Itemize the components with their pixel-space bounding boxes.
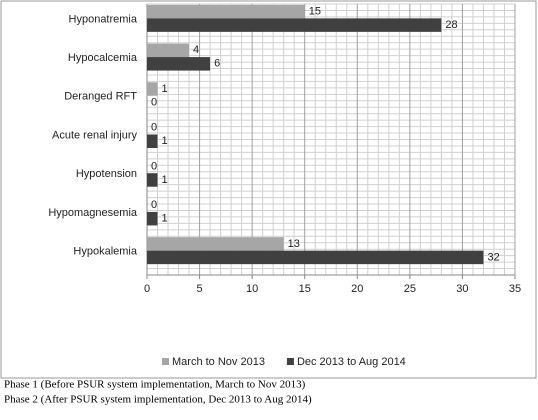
x-tick-label: 35 [509, 283, 521, 295]
value-label: 1 [162, 135, 168, 147]
bar [147, 43, 190, 58]
value-label: 6 [214, 58, 220, 70]
value-label: 0 [151, 122, 157, 134]
y-tick-label: Hypokalemia [73, 246, 137, 258]
y-tick-label: Hypomagnesemia [48, 207, 138, 219]
bar [147, 18, 442, 32]
value-label: 1 [162, 174, 168, 186]
bar [147, 250, 484, 265]
x-tick-label: 0 [144, 283, 150, 295]
chart-border [0, 0, 537, 379]
caption: Phase 2 (After PSUR system implementatio… [4, 394, 312, 406]
legend-label: March to Nov 2013 [172, 356, 265, 368]
bar [147, 4, 305, 19]
x-tick-label: 30 [456, 283, 468, 295]
bar [147, 82, 158, 96]
caption: Phase 1 (Before PSUR system implementati… [4, 379, 306, 391]
value-label: 0 [151, 199, 157, 211]
value-label: 28 [445, 19, 457, 31]
value-label: 1 [162, 213, 168, 225]
x-tick-label: 5 [197, 283, 203, 295]
value-label: 13 [288, 238, 300, 250]
bar [147, 173, 158, 187]
bar [147, 211, 158, 226]
value-label: 1 [162, 83, 168, 95]
bar [147, 57, 211, 71]
bar [147, 134, 158, 148]
legend-label: Dec 2013 to Aug 2014 [297, 356, 406, 368]
y-tick-label: Deranged RFT [64, 91, 137, 103]
value-label: 15 [309, 6, 321, 18]
legend-swatch [286, 358, 294, 365]
y-tick-label: Hypocalcemia [68, 52, 138, 64]
bar [147, 237, 284, 251]
x-tick-label: 15 [299, 283, 311, 295]
value-label: 32 [487, 251, 499, 263]
y-tick-label: Hypotension [76, 168, 137, 180]
x-tick-label: 25 [404, 283, 416, 295]
value-label: 4 [193, 44, 199, 56]
legend-swatch [162, 358, 169, 365]
y-tick-label: Acute renal injury [52, 129, 137, 141]
x-tick-label: 20 [351, 283, 363, 295]
value-label: 0 [151, 96, 157, 108]
y-tick-label: Hyponatremia [69, 13, 138, 25]
value-label: 0 [151, 160, 157, 172]
x-tick-label: 10 [246, 283, 258, 295]
